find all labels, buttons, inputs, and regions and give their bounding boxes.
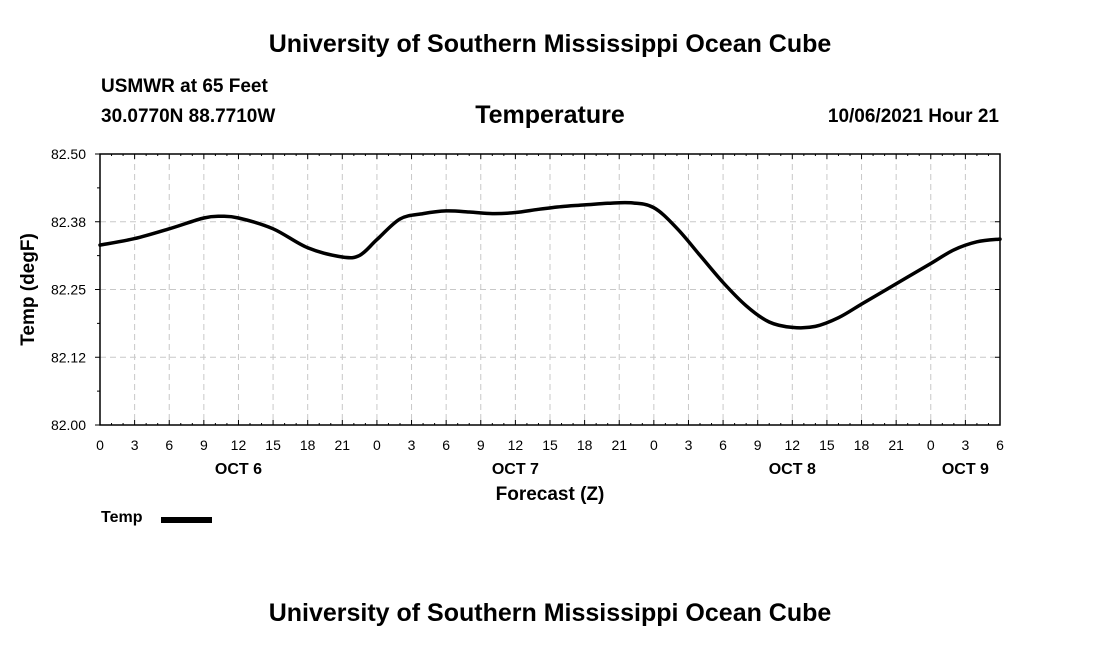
x-tick-label: 6 bbox=[719, 437, 727, 453]
x-tick-label: 0 bbox=[373, 437, 381, 453]
x-axis-label: Forecast (Z) bbox=[496, 484, 605, 505]
day-label: OCT 8 bbox=[769, 461, 816, 478]
day-label: OCT 9 bbox=[942, 461, 989, 478]
x-tick-label: 9 bbox=[200, 437, 208, 453]
legend-label: Temp bbox=[101, 509, 143, 526]
x-tick-label: 21 bbox=[611, 437, 627, 453]
label-layer: 0 3 6 9 12 15 18 21 0 3 6 9 12 15 18 21 0 3 6 9 12 15 18 21 0 3 6 8… bbox=[18, 146, 1004, 505]
x-tick-label: 3 bbox=[408, 437, 416, 453]
x-tick-label: 0 bbox=[927, 437, 935, 453]
x-tick-label: 12 bbox=[231, 437, 247, 453]
x-tick-label: 21 bbox=[888, 437, 904, 453]
x-tick-label: 9 bbox=[754, 437, 762, 453]
grid-layer bbox=[100, 154, 1000, 425]
x-tick-label: 6 bbox=[165, 437, 173, 453]
x-tick-label: 0 bbox=[96, 437, 104, 453]
station-coordinates: 30.0770N 88.7710W bbox=[101, 106, 276, 127]
x-tick-label: 15 bbox=[265, 437, 281, 453]
legend-swatch bbox=[161, 517, 212, 523]
day-label: OCT 7 bbox=[492, 461, 539, 478]
variable-title: Temperature bbox=[475, 101, 625, 129]
series-layer bbox=[98, 200, 1002, 330]
x-tick-label: 21 bbox=[335, 437, 351, 453]
x-tick-label: 9 bbox=[477, 437, 485, 453]
x-tick-label: 0 bbox=[650, 437, 658, 453]
x-tick-label: 3 bbox=[131, 437, 139, 453]
x-tick-label: 6 bbox=[442, 437, 450, 453]
y-tick-label: 82.25 bbox=[51, 282, 86, 298]
x-tick-label: 3 bbox=[685, 437, 693, 453]
x-tick-label: 18 bbox=[300, 437, 316, 453]
series-line-temp bbox=[98, 200, 1002, 330]
x-tick-label: 12 bbox=[785, 437, 801, 453]
x-tick-label: 12 bbox=[508, 437, 524, 453]
plot-frame bbox=[99, 153, 1001, 426]
day-label: OCT 6 bbox=[215, 461, 262, 478]
x-tick-label: 18 bbox=[577, 437, 593, 453]
y-axis-label: Temp (degF) bbox=[18, 233, 39, 346]
station-name: USMWR at 65 Feet bbox=[101, 76, 268, 97]
x-tick-label: 15 bbox=[819, 437, 835, 453]
axes-layer bbox=[95, 153, 1001, 426]
x-tick-label: 15 bbox=[542, 437, 558, 453]
x-tick-label: 3 bbox=[961, 437, 969, 453]
x-tick-label: 18 bbox=[854, 437, 870, 453]
x-tick-label: 6 bbox=[996, 437, 1004, 453]
y-tick-label: 82.38 bbox=[51, 214, 86, 230]
y-tick-label: 82.12 bbox=[51, 349, 86, 365]
y-tick-label: 82.00 bbox=[51, 417, 86, 433]
chart-title-top: University of Southern Mississippi Ocean… bbox=[268, 30, 832, 58]
y-tick-label: 82.50 bbox=[51, 146, 86, 162]
forecast-datetime: 10/06/2021 Hour 21 bbox=[827, 106, 999, 127]
chart-title-bottom: University of Southern Mississippi Ocean… bbox=[268, 599, 832, 627]
